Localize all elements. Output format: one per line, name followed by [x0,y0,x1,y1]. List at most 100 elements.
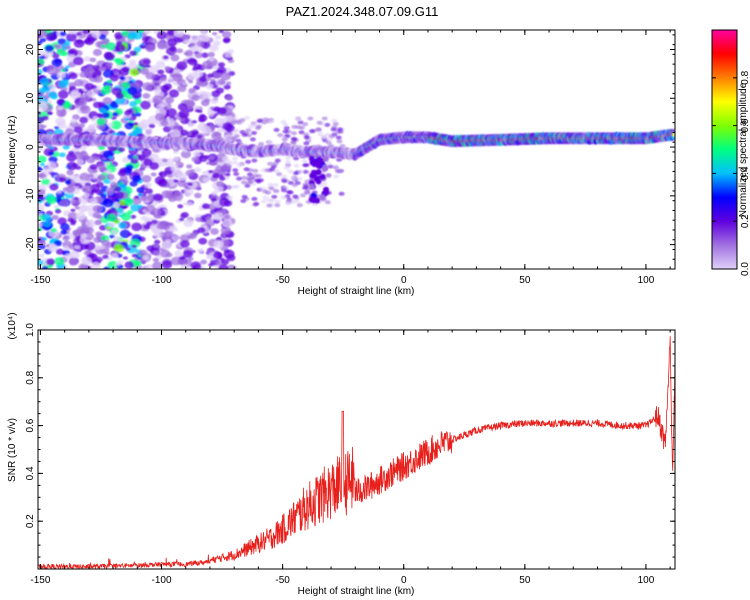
snr-axes: -150 -100 -50 0 50 100 0.2 0.4 0.6 0.8 1.0 [25,323,675,586]
heatmap-cell [107,122,114,127]
heatmap-cell [311,170,318,177]
x-tick-label: 100 [638,575,655,586]
heatmap-cell [194,52,203,59]
x-tick-label: 50 [519,575,531,586]
heatmap-cell [192,130,199,136]
heatmap-cell [98,66,106,72]
heatmap-cell [210,78,216,82]
heatmap-cell [290,131,297,136]
heatmap-cell [165,96,175,104]
heatmap-cell [149,65,160,74]
heatmap-cell [325,161,332,166]
heatmap-cell [100,44,107,48]
heatmap-cell [217,128,225,134]
heatmap-cell [67,30,78,35]
heatmap-cell [231,184,238,189]
heatmap-cell [65,180,72,185]
heatmap-cell [57,90,69,99]
heatmap-cell [291,182,298,187]
heatmap-cell [152,193,163,202]
heatmap-cell [202,177,210,183]
y-tick-label: -20 [25,237,36,252]
heatmap-cell [205,216,211,221]
heatmap-cell [233,171,240,176]
y-tick-label: 0.8 [25,370,36,384]
heatmap-cell [330,127,337,132]
heatmap-cell [266,203,273,208]
heatmap-cell [102,198,114,208]
heatmap-cell [248,179,255,184]
heatmap-cell [183,218,194,227]
heatmap-cell [170,54,180,62]
heatmap-cell [80,204,90,212]
heatmap-cell [49,183,59,191]
heatmap-cell [53,204,59,209]
colorbar-tick-label: 0.8 [740,70,750,84]
heatmap-cell [214,35,222,40]
heatmap-cell [42,214,52,222]
heatmap-cell [302,185,309,190]
heatmap-cell [56,71,66,79]
heatmap-cell [281,174,288,179]
heatmap-cell [170,74,176,78]
heatmap-cell [110,120,122,130]
heatmap-cell [111,51,117,55]
heatmap-cell [51,52,60,59]
heatmap-cell [73,104,80,109]
heatmap-cell [101,112,110,119]
heatmap-cell [243,167,250,172]
heatmap-cell [92,169,99,173]
heatmap-cell [157,69,165,75]
heatmap-cell [84,232,95,241]
heatmap-cell [130,214,137,219]
heatmap-cell [184,188,194,196]
heatmap-cell [212,40,221,47]
heatmap-cell [59,152,66,158]
heatmap-cell [79,105,87,111]
heatmap-cell [251,196,258,201]
heatmap-cell [148,123,156,129]
heatmap-cell [254,178,261,183]
heatmap-cell [173,179,179,183]
heatmap-cell [315,178,322,185]
heatmap-cell [274,203,281,208]
heatmap-cell [81,256,92,266]
heatmap-cell [68,258,78,266]
heatmap-cell [105,42,116,51]
heatmap-cell [66,185,76,193]
heatmap-cell [207,51,215,58]
heatmap-cell [191,232,198,237]
heatmap-cell [186,164,193,169]
heatmap-cell [321,181,328,186]
heatmap-cell [180,264,190,269]
heatmap-cell [223,134,234,143]
heatmap-cell [119,175,128,182]
heatmap-cell [92,64,101,71]
heatmap-cell [121,81,130,89]
heatmap-cell [58,112,66,117]
heatmap-cell [84,37,95,46]
heatmap-cell [125,247,131,251]
heatmap-cell [287,169,294,174]
heatmap-cell [301,158,308,163]
heatmap-cell [283,125,290,130]
heatmap-cell [99,245,106,250]
heatmap-cell [145,64,152,68]
heatmap-cell [232,160,239,165]
heatmap-cell [73,38,85,48]
heatmap-cell [162,80,169,85]
heatmap-cell [198,237,208,245]
heatmap-cell [131,174,142,183]
heatmap-cell [123,198,134,206]
heatmap-cell [51,58,63,68]
heatmap-cell [326,137,333,142]
heatmap-cell [131,222,142,232]
colorbar-tick-label: 0.6 [740,118,750,132]
heatmap-cell [207,110,215,117]
heatmap-cell [322,164,329,171]
heatmap-cell [193,105,200,110]
heatmap-cell [219,117,228,124]
heatmap-cell [331,118,338,123]
heatmap-cell [221,259,230,265]
